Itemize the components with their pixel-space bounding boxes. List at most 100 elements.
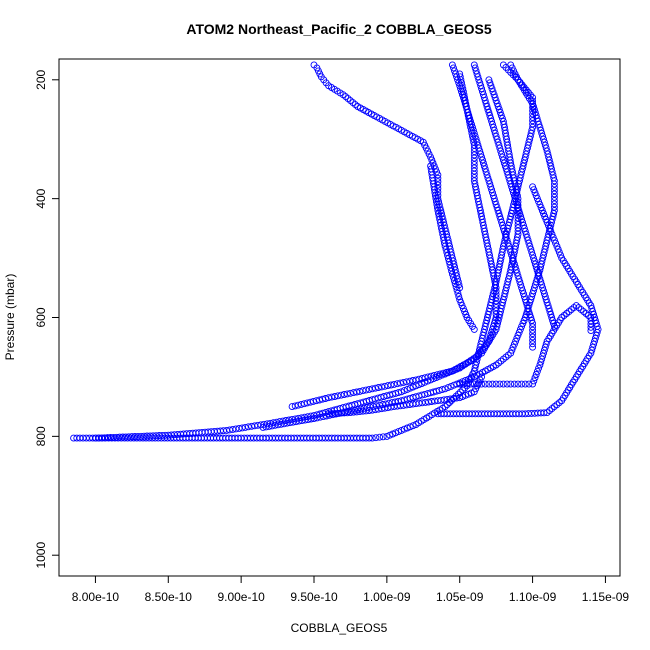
data-point <box>463 106 471 113</box>
data-point <box>310 415 318 422</box>
data-point <box>485 177 493 185</box>
data-point <box>542 296 550 304</box>
data-point <box>450 277 458 284</box>
data-point <box>445 258 453 266</box>
data-point <box>474 73 482 81</box>
data-point <box>470 164 478 172</box>
data-point <box>555 399 563 407</box>
data-point <box>496 144 504 152</box>
data-point <box>526 242 534 250</box>
data-point <box>547 311 555 318</box>
data-point <box>451 280 459 288</box>
data-point <box>459 380 467 388</box>
data-point <box>554 245 562 253</box>
data-point <box>509 257 517 265</box>
data-point <box>443 248 451 256</box>
data-point <box>495 359 503 367</box>
data-point <box>396 379 404 387</box>
data-point <box>470 167 478 175</box>
data-point <box>496 109 504 116</box>
data-point <box>459 94 467 102</box>
data-point <box>443 401 451 409</box>
data-point <box>441 403 449 411</box>
data-point <box>538 129 546 137</box>
data-point <box>509 254 516 262</box>
data-point <box>495 106 503 113</box>
data-point <box>359 387 367 395</box>
data-point <box>378 383 386 391</box>
data-point <box>537 358 545 366</box>
data-point <box>587 323 595 331</box>
data-point <box>463 380 471 388</box>
data-point <box>529 123 537 131</box>
data-point <box>550 200 558 208</box>
data-point <box>349 99 357 107</box>
data-point <box>483 171 491 179</box>
data-point <box>543 299 551 307</box>
data-point <box>478 85 486 93</box>
data-point <box>379 433 387 441</box>
data-point <box>517 213 525 220</box>
data-point <box>535 364 543 372</box>
data-point <box>511 195 519 203</box>
data-point <box>502 63 510 71</box>
y-tick-label: 1000 <box>34 542 48 569</box>
data-point <box>517 281 525 289</box>
data-point <box>470 157 478 165</box>
data-point <box>470 151 478 159</box>
data-point <box>452 70 460 78</box>
data-point <box>482 168 490 176</box>
data-point <box>516 278 524 286</box>
data-point <box>406 377 414 385</box>
data-point <box>492 300 500 308</box>
data-point <box>565 308 573 316</box>
data-point <box>476 147 484 155</box>
data-point <box>486 79 494 87</box>
data-point <box>492 132 500 140</box>
data-point <box>492 304 500 312</box>
data-point <box>587 320 595 328</box>
data-point <box>587 314 595 321</box>
data-point <box>502 165 510 173</box>
data-point <box>540 290 548 298</box>
data-point <box>375 384 382 391</box>
y-axis: 200 400 600 800 1000 <box>34 69 60 569</box>
data-point <box>456 82 464 90</box>
data-point <box>470 174 478 182</box>
data-point <box>444 255 452 263</box>
data-point <box>492 297 500 305</box>
data-point <box>518 215 526 223</box>
data-point <box>385 399 393 407</box>
data-point <box>587 349 595 357</box>
data-point <box>512 73 520 81</box>
data-point <box>521 227 529 235</box>
data-point <box>492 97 500 105</box>
data-point <box>529 340 537 348</box>
data-point <box>444 252 452 259</box>
data-point <box>488 186 496 194</box>
data-point <box>537 204 545 212</box>
series-9 <box>325 373 486 418</box>
data-point <box>525 380 533 388</box>
data-point <box>365 434 373 442</box>
data-point <box>497 147 505 155</box>
data-point <box>441 242 449 250</box>
series-10 <box>427 162 478 333</box>
data-point <box>319 413 327 421</box>
data-point <box>530 377 538 385</box>
data-point <box>390 380 398 388</box>
data-point <box>313 414 321 422</box>
data-point <box>488 328 496 336</box>
data-point <box>492 380 500 388</box>
data-point <box>497 215 505 223</box>
data-point <box>454 390 462 398</box>
data-point <box>523 302 531 310</box>
data-point <box>488 85 496 93</box>
data-point <box>514 230 522 238</box>
data-point <box>469 123 476 131</box>
data-point <box>499 117 507 125</box>
data-point <box>334 392 342 400</box>
data-point <box>546 224 554 232</box>
data-point <box>530 257 538 265</box>
data-point <box>442 245 450 253</box>
